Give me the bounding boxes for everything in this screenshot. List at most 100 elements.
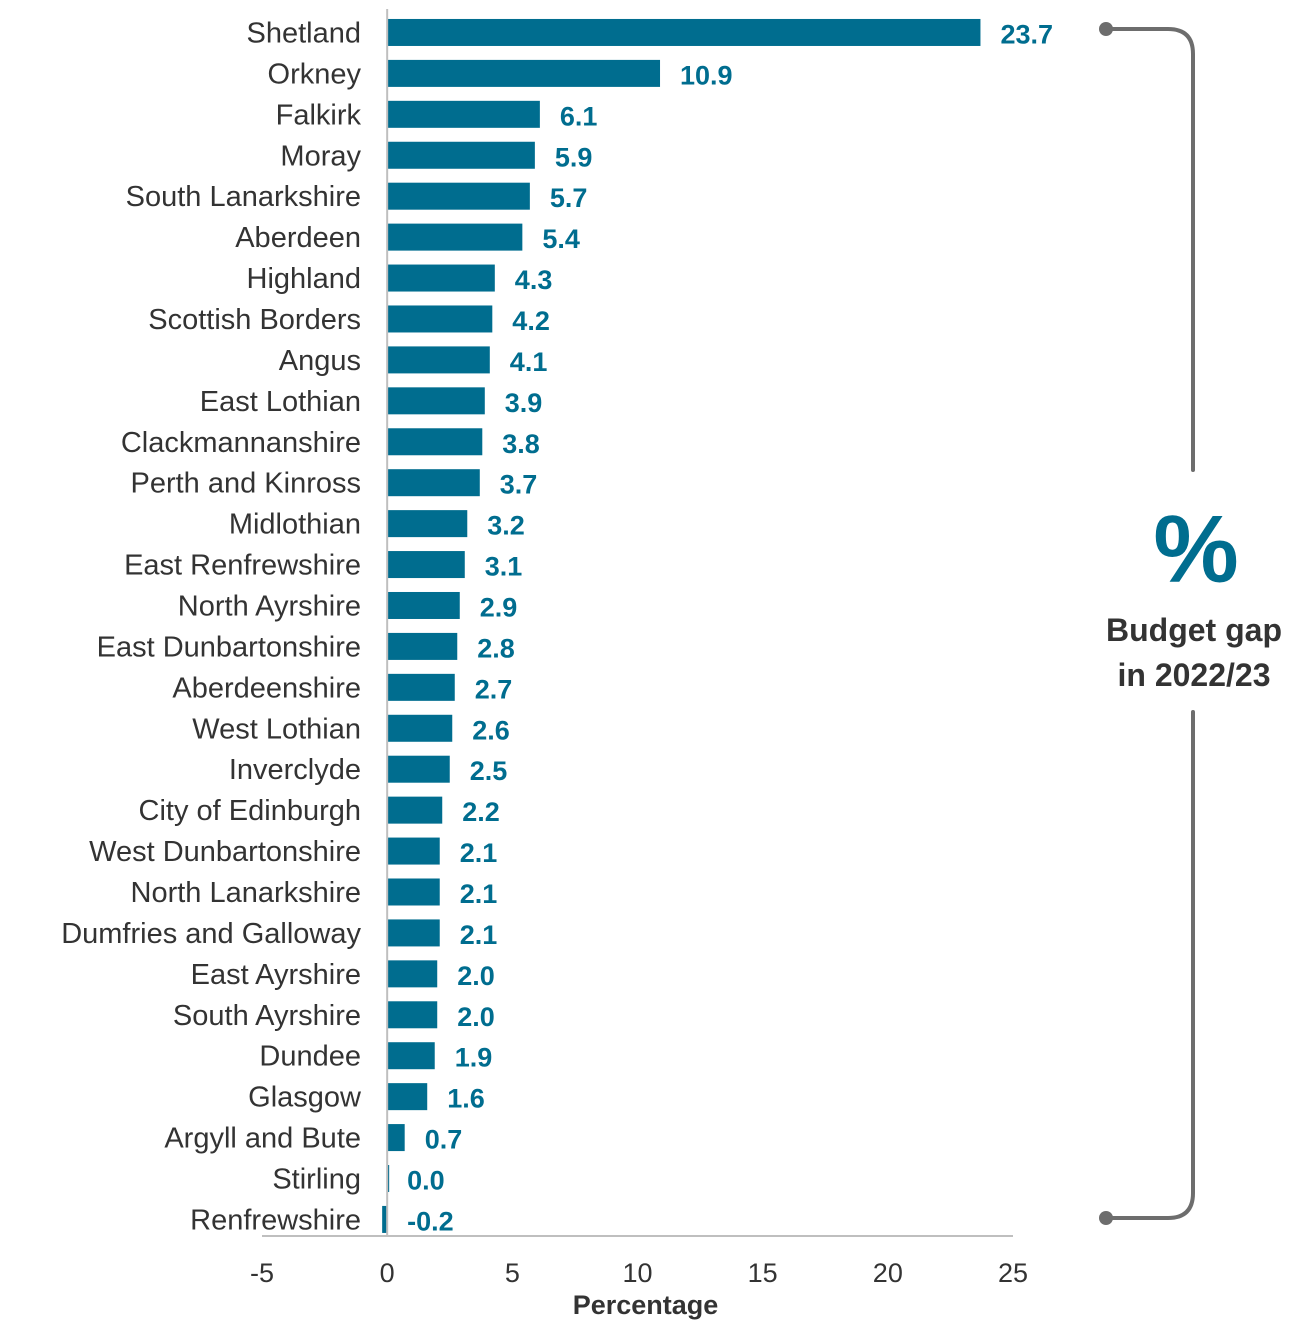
x-tick-label: 0 bbox=[380, 1258, 395, 1288]
x-axis-title: Percentage bbox=[573, 1290, 719, 1320]
bar bbox=[387, 796, 443, 824]
value-label: 2.7 bbox=[475, 674, 513, 704]
bar bbox=[387, 591, 460, 619]
value-label: 2.9 bbox=[480, 592, 518, 622]
x-tick-label: 5 bbox=[505, 1258, 520, 1288]
bar bbox=[387, 264, 495, 292]
bar bbox=[387, 59, 661, 87]
bar bbox=[382, 1205, 388, 1233]
category-label: South Lanarkshire bbox=[126, 181, 361, 213]
value-label: 3.9 bbox=[505, 388, 543, 418]
value-label: 2.2 bbox=[462, 797, 500, 827]
value-label: 4.3 bbox=[515, 265, 553, 295]
bar bbox=[387, 141, 535, 169]
value-label: 0.7 bbox=[425, 1125, 463, 1155]
bar bbox=[387, 919, 440, 947]
category-label: East Dunbartonshire bbox=[97, 631, 361, 663]
value-label: 1.9 bbox=[455, 1043, 493, 1073]
bar bbox=[387, 551, 465, 579]
value-label: 23.7 bbox=[1000, 19, 1053, 49]
value-label: 2.0 bbox=[457, 961, 495, 991]
category-label: North Ayrshire bbox=[178, 590, 361, 622]
x-tick-label: 20 bbox=[873, 1258, 903, 1288]
percent-symbol: % bbox=[1153, 496, 1238, 603]
category-label: Stirling bbox=[272, 1164, 361, 1196]
value-label: 2.1 bbox=[460, 838, 498, 868]
value-label: 5.4 bbox=[542, 224, 580, 254]
category-label: City of Edinburgh bbox=[139, 795, 361, 827]
value-label: 5.7 bbox=[550, 183, 588, 213]
value-label: 3.1 bbox=[485, 552, 523, 582]
x-ticks-layer: -5 0 5 10 15 20 25 bbox=[250, 1258, 1028, 1288]
category-label: Highland bbox=[247, 263, 361, 295]
bracket-top bbox=[1104, 27, 1195, 472]
value-label: 2.8 bbox=[477, 633, 515, 663]
bar bbox=[387, 632, 458, 660]
budget-gap-annotation: % Budget gap in 2022/23 bbox=[1099, 22, 1282, 1225]
value-label: 4.1 bbox=[510, 347, 548, 377]
bar bbox=[387, 469, 480, 497]
x-tick-label: 25 bbox=[998, 1258, 1028, 1288]
category-label: Dundee bbox=[259, 1041, 361, 1073]
category-label: Falkirk bbox=[276, 99, 362, 131]
category-label: Aberdeen bbox=[235, 222, 361, 254]
value-label: 5.9 bbox=[555, 142, 593, 172]
category-label: Renfrewshire bbox=[190, 1204, 361, 1236]
x-tick-label: 10 bbox=[622, 1258, 652, 1288]
x-tick-label: -5 bbox=[250, 1258, 274, 1288]
category-label: Inverclyde bbox=[229, 754, 361, 786]
value-label: 2.6 bbox=[472, 715, 510, 745]
category-label: West Dunbartonshire bbox=[89, 836, 361, 868]
category-label: Glasgow bbox=[248, 1082, 362, 1114]
category-label: Orkney bbox=[268, 58, 362, 90]
budget-gap-label-line2: in 2022/23 bbox=[1118, 657, 1271, 693]
bar bbox=[387, 1001, 438, 1029]
category-label: North Lanarkshire bbox=[131, 877, 362, 909]
value-label: 3.2 bbox=[487, 511, 525, 541]
bar bbox=[387, 223, 523, 251]
category-label: Argyll and Bute bbox=[164, 1123, 361, 1155]
value-label: 0.0 bbox=[407, 1166, 445, 1196]
bar bbox=[387, 100, 540, 128]
bracket-top-dot bbox=[1099, 22, 1113, 36]
value-label: 4.2 bbox=[512, 306, 550, 336]
bar bbox=[387, 182, 530, 210]
value-label: -0.2 bbox=[407, 1206, 454, 1236]
budget-gap-label-line1: Budget gap bbox=[1106, 612, 1282, 648]
bar bbox=[387, 714, 453, 742]
bar bbox=[387, 18, 981, 46]
value-label: 2.5 bbox=[470, 756, 508, 786]
category-label: East Ayrshire bbox=[191, 959, 361, 991]
bar bbox=[387, 1124, 405, 1152]
bracket-bottom-dot bbox=[1099, 1211, 1113, 1225]
value-label: 2.1 bbox=[460, 879, 498, 909]
value-label: 2.1 bbox=[460, 920, 498, 950]
bar bbox=[387, 1042, 435, 1070]
category-label: Angus bbox=[279, 345, 361, 377]
x-tick-label: 15 bbox=[748, 1258, 778, 1288]
category-label: East Renfrewshire bbox=[124, 550, 361, 582]
bar bbox=[387, 673, 455, 701]
bar bbox=[387, 428, 483, 456]
category-label: South Ayrshire bbox=[173, 1000, 361, 1032]
value-label: 3.7 bbox=[500, 470, 538, 500]
bar bbox=[387, 960, 438, 988]
category-label: East Lothian bbox=[200, 386, 361, 418]
value-label: 10.9 bbox=[680, 60, 733, 90]
category-label: Shetland bbox=[247, 17, 362, 49]
bar bbox=[387, 1083, 428, 1111]
bar bbox=[387, 878, 440, 906]
category-label: Moray bbox=[280, 140, 361, 172]
category-label: Dumfries and Galloway bbox=[61, 918, 361, 950]
category-label: Midlothian bbox=[229, 509, 361, 541]
bar bbox=[387, 510, 468, 538]
category-label: Clackmannanshire bbox=[121, 427, 361, 459]
value-label: 6.1 bbox=[560, 101, 598, 131]
bar bbox=[387, 346, 490, 374]
value-label: 1.6 bbox=[447, 1084, 485, 1114]
category-label: Aberdeenshire bbox=[172, 672, 361, 704]
category-label: Perth and Kinross bbox=[130, 468, 361, 500]
value-label: 2.0 bbox=[457, 1002, 495, 1032]
category-label: Scottish Borders bbox=[148, 304, 361, 336]
